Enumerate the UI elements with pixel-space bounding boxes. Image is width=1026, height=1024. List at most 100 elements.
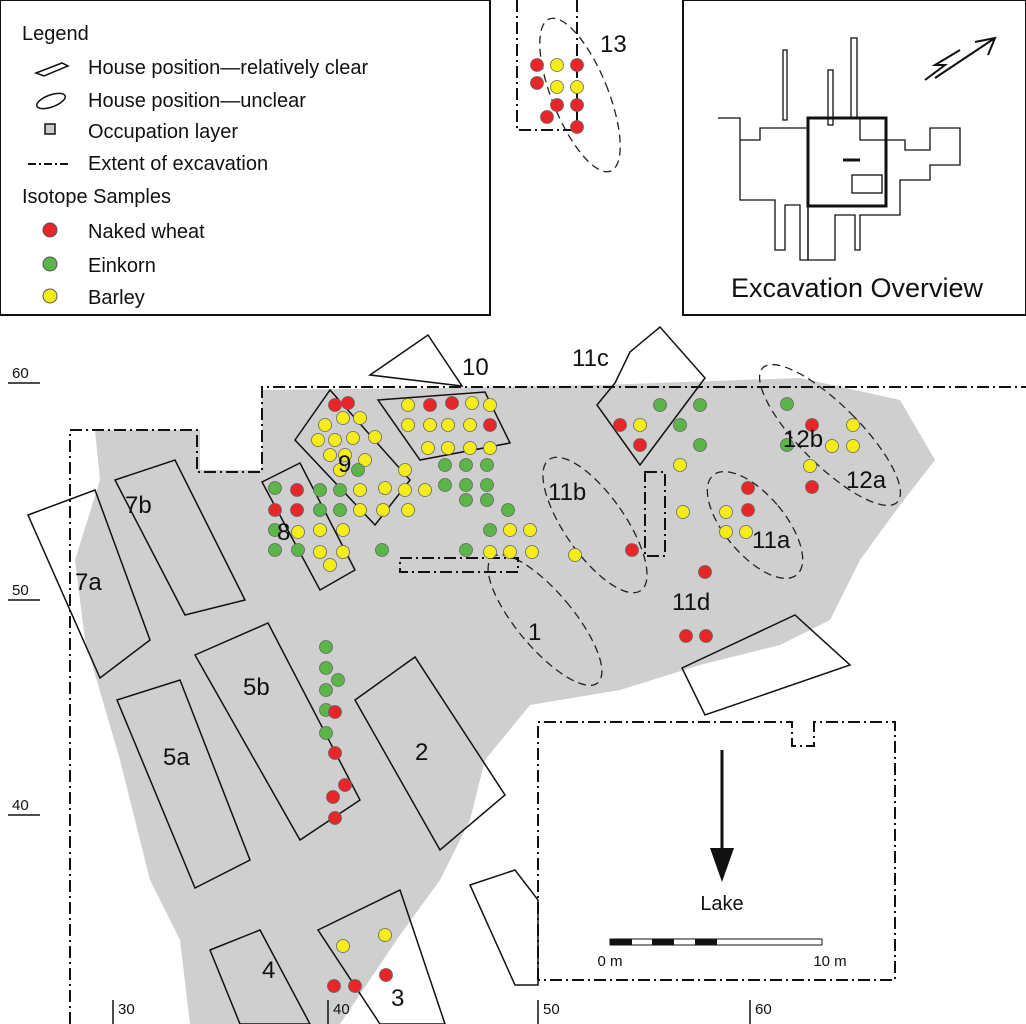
house-outline xyxy=(680,614,852,716)
house-label: 9 xyxy=(338,451,351,478)
sample-dot xyxy=(633,438,647,452)
scale-segment xyxy=(695,939,717,945)
sample-dot xyxy=(268,543,282,557)
house-outline xyxy=(354,655,506,852)
house-label: 11a xyxy=(752,527,791,554)
legend-dot xyxy=(42,288,58,304)
occupation-layer xyxy=(75,378,935,1024)
sample-dot xyxy=(423,418,437,432)
sample-dot xyxy=(318,418,332,432)
house-label: 3 xyxy=(391,985,404,1012)
sample-dot xyxy=(346,431,360,445)
legend-subtitle: Isotope Samples xyxy=(22,186,171,208)
sample-dot xyxy=(328,746,342,760)
sample-dot xyxy=(378,481,392,495)
sample-dot xyxy=(401,503,415,517)
sample-dot xyxy=(625,543,639,557)
house-label: 8 xyxy=(277,519,290,546)
sample-dot xyxy=(570,98,584,112)
overview-title: Excavation Overview xyxy=(731,273,984,303)
legend-item: Extent of excavation xyxy=(88,153,268,175)
sample-dot xyxy=(483,418,497,432)
y-label: 60 xyxy=(12,365,29,382)
house-outline xyxy=(367,333,464,387)
sample-dot xyxy=(459,543,473,557)
sample-dot xyxy=(333,463,347,477)
legend-item: Occupation layer xyxy=(88,121,238,143)
sample-dot xyxy=(338,778,352,792)
sample-dot xyxy=(328,811,342,825)
house-label: 10 xyxy=(462,354,489,381)
legend-symbol xyxy=(44,123,56,135)
legend-title: Legend xyxy=(22,23,89,45)
sample-dot xyxy=(719,505,733,519)
sample-dot xyxy=(465,396,479,410)
house-labels: 13 10 11c 12b 12a 9 11b 11a 7b 8 7a 1 11d 5b 2 5a 4 3 xyxy=(75,31,887,1012)
sample-dot xyxy=(633,418,647,432)
sample-dot xyxy=(441,441,455,455)
sample-dot xyxy=(290,503,304,517)
legend-sample: Barley xyxy=(88,287,145,309)
sample-dot xyxy=(401,398,415,412)
sample-dot xyxy=(483,545,497,559)
overview-box xyxy=(682,0,1026,316)
houses-unclear xyxy=(487,17,902,686)
sample-dot xyxy=(313,483,327,497)
sample-dot xyxy=(613,418,627,432)
y-label: 50 xyxy=(12,582,29,599)
sample-dot xyxy=(459,478,473,492)
house-label: 11b xyxy=(548,479,586,506)
sample-dot xyxy=(550,58,564,72)
sample-dot xyxy=(550,80,564,94)
x-label: 60 xyxy=(755,1001,772,1018)
sample-dot xyxy=(313,503,327,517)
legend-dot xyxy=(42,222,58,238)
sample-dot xyxy=(353,411,367,425)
sample-dot xyxy=(459,458,473,472)
sample-dot xyxy=(805,418,819,432)
house-ellipse xyxy=(758,363,902,507)
sample-dot xyxy=(326,790,340,804)
sample-dot xyxy=(699,629,713,643)
x-label: 40 xyxy=(333,1001,350,1018)
sample-dot xyxy=(480,478,494,492)
sample-dot xyxy=(676,505,690,519)
sample-dot xyxy=(333,503,347,517)
overview-outline xyxy=(807,118,961,261)
sample-dot xyxy=(328,398,342,412)
sample-dot xyxy=(421,441,435,455)
samples xyxy=(268,58,860,993)
house-ellipse xyxy=(542,456,648,594)
sample-dot xyxy=(401,418,415,432)
sample-dot xyxy=(328,433,342,447)
house-label: 13 xyxy=(600,31,627,58)
house-outline xyxy=(468,869,539,986)
sample-dot xyxy=(673,458,687,472)
house-outline xyxy=(316,888,446,1024)
sample-dot xyxy=(698,565,712,579)
overview-outline xyxy=(782,49,788,121)
sample-dot xyxy=(319,683,333,697)
house-label: 11c xyxy=(572,345,609,372)
sample-dot xyxy=(741,503,755,517)
sample-dot xyxy=(333,483,347,497)
sample-dot xyxy=(290,483,304,497)
x-label: 50 xyxy=(543,1001,560,1018)
sample-dot xyxy=(803,459,817,473)
arrow-head xyxy=(710,848,734,882)
sample-dot xyxy=(540,110,554,124)
north-arrow xyxy=(934,36,997,79)
extent-line xyxy=(69,386,1026,1024)
sample-dot xyxy=(319,640,333,654)
extent-line xyxy=(516,0,578,131)
sample-dot xyxy=(351,463,365,477)
sample-dot xyxy=(568,548,582,562)
sample-dot xyxy=(483,441,497,455)
sample-dot xyxy=(336,939,350,953)
sample-dot xyxy=(530,76,544,90)
sample-dot xyxy=(653,398,667,412)
sample-dot xyxy=(463,418,477,432)
sample-dot xyxy=(805,480,819,494)
legend-dot xyxy=(42,256,58,272)
sample-dot xyxy=(550,98,564,112)
